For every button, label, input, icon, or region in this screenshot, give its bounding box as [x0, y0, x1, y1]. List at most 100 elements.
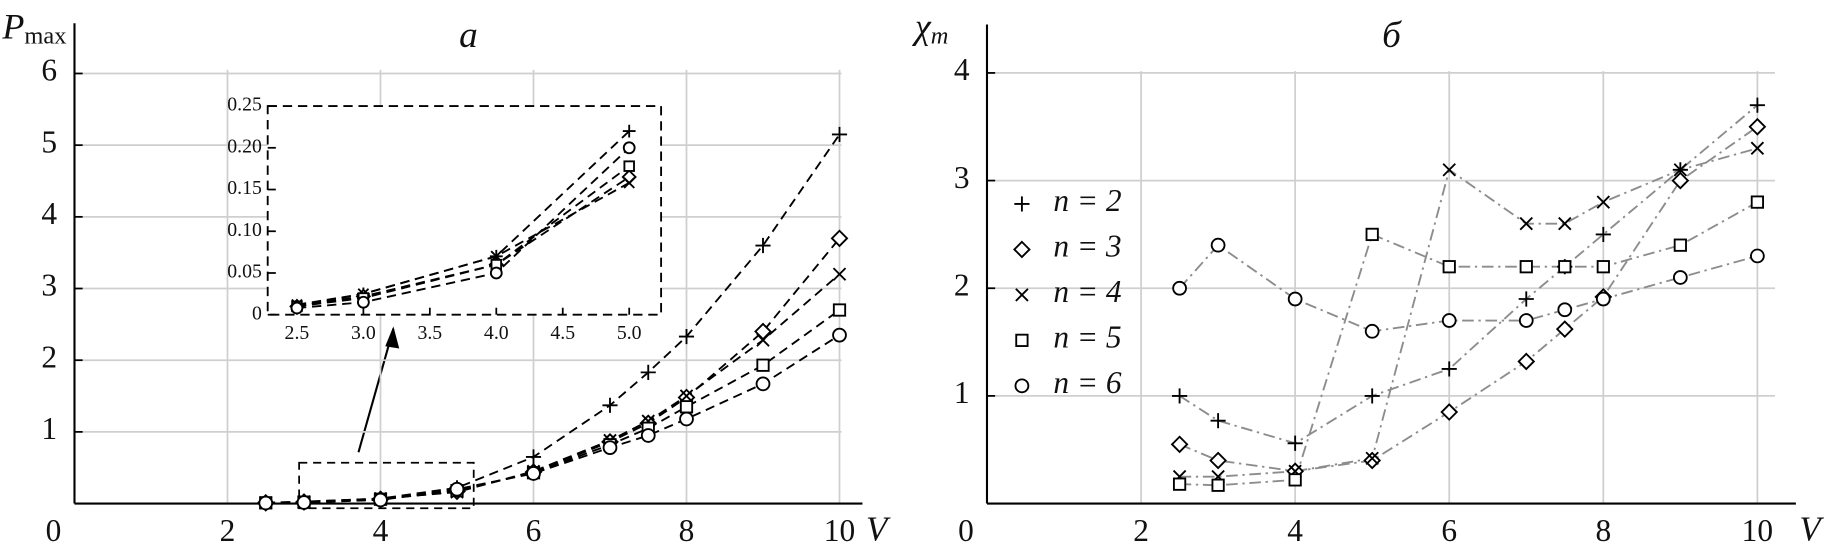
- marker-plus: [1210, 413, 1226, 429]
- y-label-sub: m: [931, 22, 949, 49]
- x-tick-label: 8: [1595, 513, 1611, 548]
- marker-diamond: [1748, 117, 1767, 136]
- marker-x: [832, 267, 847, 281]
- marker-plus: [831, 126, 848, 142]
- marker-plus: [602, 397, 618, 413]
- marker-x: [1596, 195, 1611, 209]
- x-tick-label: 2.5: [285, 322, 310, 344]
- marker-circle: [602, 440, 618, 456]
- x-tick-label: 0: [46, 513, 62, 548]
- marker-circle: [1750, 248, 1765, 264]
- marker-square: [623, 160, 635, 172]
- marker-x: [1365, 451, 1379, 466]
- marker-square: [1288, 473, 1302, 487]
- chart-title: б: [1382, 15, 1402, 56]
- marker-circle: [1210, 237, 1226, 253]
- marker-circle: [640, 428, 656, 443]
- marker-circle: [1518, 313, 1534, 328]
- marker-circle: [1441, 313, 1457, 328]
- y-tick-label: 4: [41, 196, 57, 231]
- inset-frame: [266, 105, 663, 316]
- marker-plus: [1518, 291, 1534, 307]
- marker-x: [1673, 163, 1688, 177]
- legend-marker: [1014, 378, 1030, 394]
- marker-circle: [1172, 280, 1187, 296]
- x-axis-label: V: [1799, 510, 1824, 549]
- y-tick-label: 1: [954, 375, 970, 410]
- zoom-arrow: [357, 328, 395, 453]
- x-tick-label: 2: [220, 513, 236, 548]
- marker-diamond: [830, 229, 849, 248]
- marker-x: [1558, 216, 1572, 231]
- y-axis-label: Pmax: [1, 7, 66, 49]
- marker-diamond: [1209, 451, 1227, 470]
- arrow-head: [385, 326, 400, 349]
- marker-plus: [1441, 361, 1457, 377]
- series-line: [1179, 201, 1758, 487]
- marker-circle: [622, 141, 636, 155]
- y-tick-label: 0: [252, 302, 262, 324]
- series-line: [296, 147, 630, 309]
- y-tick-label: 0.20: [227, 135, 262, 157]
- y-tick-label: 3: [954, 160, 970, 195]
- marker-plus: [1287, 435, 1303, 451]
- legend-label: n = 5: [1053, 320, 1121, 355]
- y-label-sub: max: [24, 22, 66, 49]
- series-line: [265, 334, 841, 504]
- y-tick-label: 0.10: [227, 219, 262, 241]
- series-line: [1178, 243, 1758, 333]
- marker-square: [1519, 260, 1533, 274]
- marker-plus: [678, 328, 695, 345]
- y-label-main: χ: [912, 7, 932, 47]
- legend-label: n = 6: [1053, 365, 1122, 400]
- marker-square: [756, 358, 770, 372]
- marker-circle: [832, 327, 847, 343]
- legend-label: n = 2: [1053, 183, 1122, 218]
- marker-square: [1211, 478, 1225, 492]
- marker-circle: [1557, 302, 1573, 318]
- x-tick-label: 4.0: [484, 322, 509, 344]
- legend-marker: [1013, 240, 1031, 259]
- x-tick-label: 4.5: [550, 322, 575, 344]
- legend-marker: [1015, 288, 1029, 302]
- x-tick-label: 10: [824, 513, 855, 548]
- marker-diamond: [1440, 403, 1459, 421]
- marker-circle: [526, 466, 541, 481]
- marker-diamond: [1363, 451, 1382, 470]
- marker-square: [1750, 195, 1764, 209]
- x-axis-label: V: [866, 510, 891, 549]
- x-tick-label: 6: [526, 513, 542, 548]
- series-line: [1179, 104, 1758, 445]
- marker-diamond: [1671, 171, 1690, 190]
- marker-diamond: [1170, 435, 1189, 454]
- marker-diamond: [1555, 320, 1574, 339]
- x-tick-label: 4: [373, 513, 389, 548]
- marker-plus: [640, 364, 656, 380]
- x-tick-label: 3.5: [417, 322, 442, 344]
- marker-square: [1558, 260, 1572, 274]
- y-tick-label: 5: [41, 124, 57, 159]
- marker-x: [1442, 163, 1456, 177]
- marker-diamond: [1517, 352, 1536, 371]
- y-tick-label: 1: [41, 411, 57, 446]
- y-tick-label: 0.15: [227, 177, 262, 199]
- series-line: [1179, 147, 1758, 478]
- marker-plus: [1364, 388, 1380, 404]
- y-tick-label: 0.05: [227, 261, 262, 283]
- x-tick-label: 4: [1287, 513, 1303, 548]
- y-axis-label: χm: [912, 7, 949, 49]
- marker-circle: [679, 411, 694, 427]
- x-tick-label: 3.0: [351, 322, 376, 344]
- x-tick-label: 0: [958, 513, 974, 548]
- marker-square: [1673, 238, 1687, 252]
- marker-circle: [357, 295, 370, 309]
- marker-circle: [1287, 291, 1303, 307]
- marker-plus: [755, 237, 771, 254]
- marker-square: [832, 303, 847, 317]
- legend-marker: [1015, 333, 1029, 347]
- marker-circle: [1364, 323, 1380, 339]
- marker-x: [679, 389, 694, 403]
- marker-x: [623, 177, 635, 189]
- y-label-main: P: [1, 7, 24, 47]
- marker-plus: [1749, 97, 1765, 113]
